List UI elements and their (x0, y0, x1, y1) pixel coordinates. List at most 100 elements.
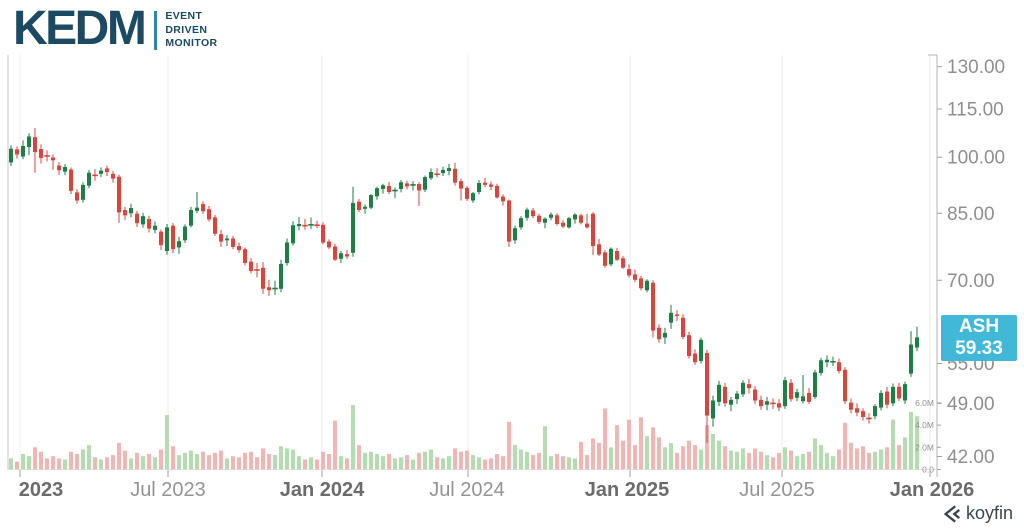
volume-axis-label: 0.0 (922, 465, 934, 475)
volume-bar (27, 456, 31, 470)
candle-body (201, 204, 205, 212)
candle-body (729, 399, 733, 405)
volume-bar (831, 456, 835, 470)
volume-bar (561, 456, 565, 470)
candle-body (189, 210, 193, 226)
candle-body (741, 382, 745, 395)
volume-bar (21, 453, 25, 470)
volume-bar (615, 425, 619, 470)
volume-bar (351, 405, 355, 470)
volume-bar (327, 453, 331, 470)
volume-bar (249, 451, 253, 470)
volume-bar (123, 450, 127, 470)
candle-body (195, 207, 199, 211)
candle-body (825, 359, 829, 363)
volume-bar (765, 455, 769, 470)
candle-body (417, 184, 421, 191)
candle-body (111, 173, 115, 179)
volume-bar (387, 453, 391, 470)
volume-bar (465, 450, 469, 470)
volume-bar (819, 445, 823, 470)
candle-body (87, 172, 91, 186)
candle-body (681, 317, 685, 337)
candle-body (225, 238, 229, 241)
candle-body (423, 177, 427, 190)
candle-body (639, 278, 643, 289)
candle-body (813, 372, 817, 398)
candle-body (410, 184, 416, 186)
candle-body (135, 213, 139, 224)
volume-bar (39, 451, 43, 470)
volume-bar (699, 449, 703, 470)
last-price-value: 59.33 (955, 338, 1003, 359)
candle-body (57, 165, 61, 171)
volume-bar (837, 449, 841, 470)
volume-bar (573, 458, 577, 470)
volume-bar (15, 461, 19, 470)
candle-body (254, 269, 260, 271)
volume-bar (417, 452, 421, 470)
candle-body (272, 287, 278, 290)
candle-body (141, 216, 145, 225)
candle-body (165, 227, 169, 251)
volume-bar (429, 449, 433, 470)
volume-bar (189, 450, 193, 470)
candle-body (915, 337, 919, 348)
candle-body (99, 170, 103, 174)
candle-body (249, 261, 253, 272)
candle-body (579, 215, 583, 223)
candle-body (44, 155, 50, 157)
volume-bar (789, 450, 793, 470)
volume-bar (495, 453, 499, 470)
volume-bar (555, 453, 559, 470)
candle-body (909, 344, 913, 374)
candle-body (392, 189, 398, 192)
volume-bar (255, 457, 259, 470)
candle-body (327, 241, 331, 248)
koyfin-logo-icon (943, 504, 961, 523)
volume-bar (525, 451, 529, 470)
candle-body (903, 384, 907, 401)
volume-bar (141, 456, 145, 470)
volume-bar (735, 451, 739, 470)
candle-body (291, 225, 295, 244)
volume-bar (867, 452, 871, 470)
volume-bar (411, 459, 415, 470)
candle-body (699, 339, 703, 361)
candle-body (783, 380, 787, 407)
volume-bar (795, 456, 799, 470)
candle-body (717, 384, 721, 402)
volume-bar (519, 449, 523, 470)
volume-bar (171, 446, 175, 470)
volume-bar (153, 457, 157, 470)
volume-bar (129, 458, 133, 470)
volume-bar (567, 457, 571, 470)
volume-bar (237, 457, 241, 470)
date-axis-label: Jan 2025 (585, 479, 670, 501)
volume-bar (801, 453, 805, 470)
candle-body (429, 172, 433, 179)
tagline-line-1: EVENT (165, 10, 203, 23)
candle-body (39, 149, 43, 158)
candle-body (830, 360, 836, 363)
volume-bar (507, 421, 511, 470)
price-axis-label: 100.00 (947, 148, 1005, 169)
candle-body (339, 253, 343, 259)
candle-body (807, 392, 811, 402)
candle-body (633, 274, 637, 280)
candle-body (33, 137, 37, 153)
volume-bar (267, 453, 271, 470)
volume-bar (87, 445, 91, 470)
candle-body (9, 148, 13, 163)
candle-body (237, 246, 241, 251)
kedm-logo-word: KEDM (13, 2, 147, 55)
volume-bar (483, 459, 487, 470)
volume-bar (261, 448, 265, 470)
volume-bar (321, 451, 325, 470)
candle-body (483, 182, 487, 185)
volume-bar (537, 452, 541, 470)
volume-bar (753, 448, 757, 470)
candle-body (879, 392, 883, 408)
candle-body (171, 225, 175, 250)
